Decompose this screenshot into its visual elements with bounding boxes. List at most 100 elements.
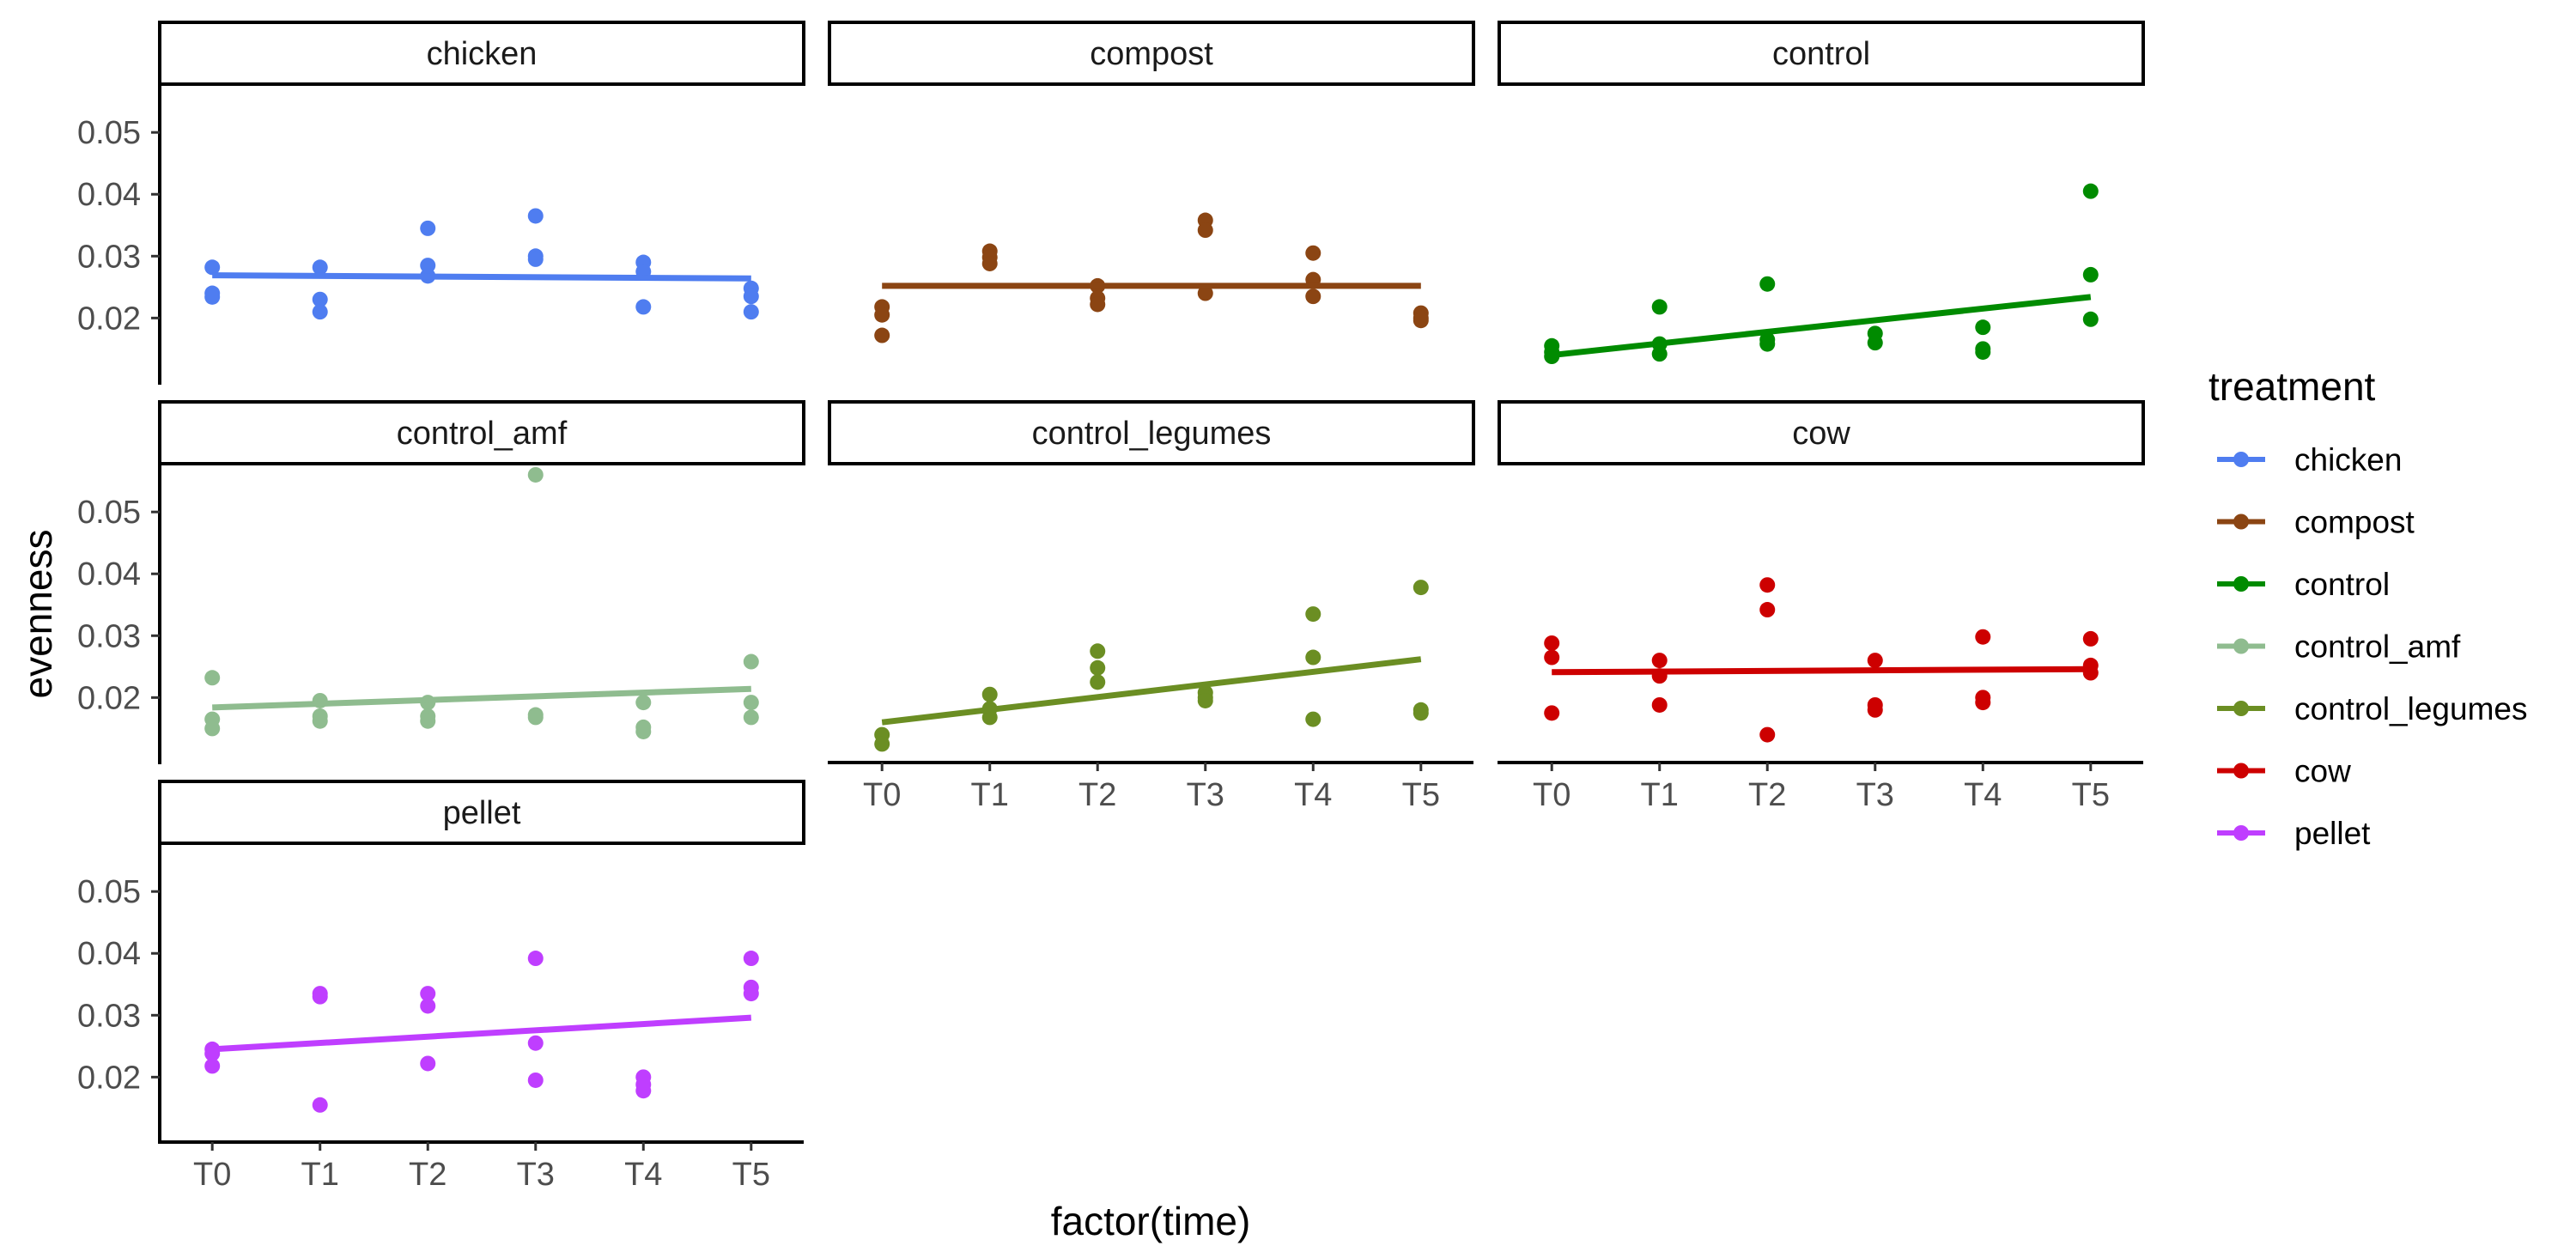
data-point-cow <box>1759 602 1776 618</box>
x-tick-label: T1 <box>301 1157 339 1193</box>
y-tick-label: 0.04 <box>77 556 141 593</box>
x-tick-label: T0 <box>193 1157 231 1193</box>
x-tick-label: T5 <box>732 1157 770 1193</box>
data-point-control_legumes <box>874 736 890 752</box>
data-point-control_legumes <box>981 709 998 726</box>
data-point-control_amf <box>527 709 544 726</box>
data-point-control_legumes <box>1305 711 1321 727</box>
data-point-control_amf <box>635 723 652 739</box>
data-point-control <box>1975 343 1991 360</box>
data-point-control <box>2082 183 2099 199</box>
data-point-pellet <box>527 1035 544 1051</box>
legend-item-pellet: pellet <box>2217 816 2371 851</box>
data-point-control_amf <box>527 466 544 483</box>
data-point-chicken <box>635 299 652 315</box>
trend-line-cow <box>1552 665 2091 676</box>
facet-strip-label: control_amf <box>397 416 568 452</box>
y-tick-label: 0.04 <box>77 936 141 972</box>
data-point-compost <box>1413 313 1429 329</box>
legend-label: control <box>2294 567 2390 602</box>
data-point-pellet <box>204 1058 221 1074</box>
legend-key-point <box>2233 763 2249 779</box>
legend-label: chicken <box>2294 442 2402 477</box>
facet-strip-label: pellet <box>443 795 521 831</box>
data-point-control <box>1867 335 1883 351</box>
data-point-cow <box>1975 695 1991 711</box>
x-tick-label: T4 <box>1294 777 1332 813</box>
data-point-control_legumes <box>981 686 998 702</box>
x-tick-label: T0 <box>863 777 901 813</box>
legend-label: compost <box>2294 505 2415 540</box>
x-tick-label: T3 <box>1856 777 1894 813</box>
data-point-control_amf <box>743 709 759 726</box>
x-tick-label: T3 <box>1187 777 1224 813</box>
data-point-chicken <box>312 291 328 307</box>
facet-strip <box>158 21 805 86</box>
data-point-cow <box>1651 653 1668 669</box>
data-point-control_legumes <box>1090 659 1106 676</box>
data-point-control_legumes <box>1305 606 1321 623</box>
data-point-cow <box>1544 705 1560 721</box>
y-tick-label: 0.05 <box>77 495 141 531</box>
y-tick-label: 0.04 <box>77 177 141 213</box>
data-point-chicken <box>743 289 759 305</box>
data-point-compost <box>1305 245 1321 261</box>
data-point-pellet <box>312 988 328 1005</box>
data-point-compost <box>981 255 998 271</box>
legend-label: pellet <box>2294 816 2371 851</box>
legend-item-control: control <box>2217 567 2390 602</box>
data-point-control_legumes <box>1413 580 1429 596</box>
x-tick-label: T2 <box>409 1157 447 1193</box>
data-point-pellet <box>420 1055 436 1072</box>
x-tick-label: T2 <box>1078 777 1116 813</box>
data-point-control_legumes <box>1305 649 1321 665</box>
y-tick-label: 0.05 <box>77 115 141 151</box>
facet-strip <box>158 400 805 465</box>
data-point-chicken <box>312 304 328 320</box>
facet-panel-control: control <box>1498 21 2145 365</box>
legend-key-point <box>2233 452 2249 467</box>
data-point-control_amf <box>204 670 221 686</box>
data-point-pellet <box>312 1097 328 1113</box>
data-point-control_legumes <box>1413 705 1429 721</box>
legend-label: control_legumes <box>2294 691 2527 726</box>
facet-strip-label: compost <box>1090 36 1213 72</box>
trend-line-control_amf <box>212 685 751 711</box>
legend: treatment chicken compost control control_a… <box>2208 364 2527 851</box>
legend-key-point <box>2233 825 2249 841</box>
legend-item-control_amf: control_amf <box>2217 629 2461 665</box>
data-point-control <box>1759 276 1776 292</box>
trend-line-pellet <box>211 1014 752 1053</box>
trend-line-control <box>1551 294 2092 359</box>
data-point-pellet <box>527 1072 544 1088</box>
data-point-control_legumes <box>1090 643 1106 659</box>
data-point-control_amf <box>743 695 759 711</box>
facet-strip-label: chicken <box>427 36 538 72</box>
facet-strip-label: control_legumes <box>1032 416 1272 452</box>
x-tick-label: T3 <box>517 1157 555 1193</box>
facet-panel-control_amf: control_amf 0.02 0.03 0.04 0.05 <box>77 400 805 764</box>
data-point-control_amf <box>635 695 652 711</box>
data-point-pellet <box>527 951 544 967</box>
trend-line-control_legumes <box>881 656 1422 726</box>
x-axis-title: factor(time) <box>1051 1199 1251 1243</box>
data-point-cow <box>1651 696 1668 713</box>
data-point-chicken <box>204 259 221 276</box>
data-point-control <box>1975 319 1991 336</box>
data-point-cow <box>1867 702 1883 718</box>
data-point-control_amf <box>312 713 328 729</box>
x-tick-label: T5 <box>2072 777 2110 813</box>
data-point-chicken <box>743 304 759 320</box>
data-point-control_legumes <box>1090 674 1106 690</box>
data-point-compost <box>874 307 890 323</box>
y-tick-label: 0.02 <box>77 680 141 716</box>
data-point-compost <box>1090 296 1106 313</box>
data-point-pellet <box>420 986 436 1002</box>
data-point-pellet <box>420 998 436 1014</box>
y-tick-label: 0.05 <box>77 874 141 910</box>
data-point-control <box>2082 266 2099 283</box>
data-point-cow <box>1759 577 1776 593</box>
data-point-control <box>1651 346 1668 362</box>
y-tick-label: 0.02 <box>77 301 141 337</box>
data-point-pellet <box>743 951 759 967</box>
